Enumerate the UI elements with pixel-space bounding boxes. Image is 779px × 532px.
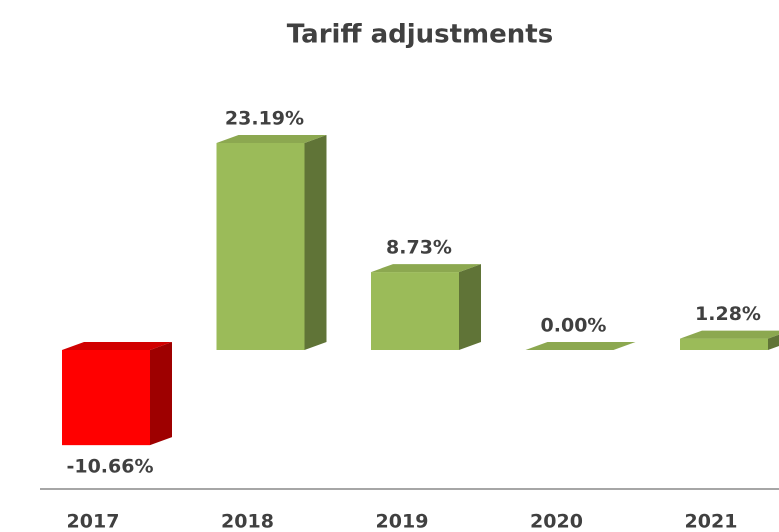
bar-top <box>371 264 481 273</box>
bar-side <box>150 342 172 446</box>
x-tick-label: 2020 <box>530 511 583 532</box>
bar-side <box>768 334 779 350</box>
bar <box>216 143 305 350</box>
x-tick-label: 2021 <box>685 511 738 532</box>
x-tick-label: 2018 <box>221 511 274 532</box>
data-label: -10.66% <box>66 456 153 478</box>
x-tick-label: 2019 <box>376 511 429 532</box>
bar-top <box>216 135 327 143</box>
x-tick-label: 2017 <box>67 511 120 532</box>
chart-title: Tariff adjustments <box>287 20 553 50</box>
bar-side <box>459 264 481 350</box>
bar <box>680 338 768 350</box>
data-label: 8.73% <box>386 237 452 259</box>
bar-top <box>525 342 636 350</box>
data-label: 0.00% <box>541 315 607 337</box>
data-label: 1.28% <box>695 303 761 325</box>
bar <box>62 350 150 446</box>
bar-side <box>304 135 327 350</box>
bar-top <box>62 342 172 350</box>
data-label: 23.19% <box>225 108 304 130</box>
bar-top <box>680 330 779 339</box>
bar <box>371 272 459 350</box>
